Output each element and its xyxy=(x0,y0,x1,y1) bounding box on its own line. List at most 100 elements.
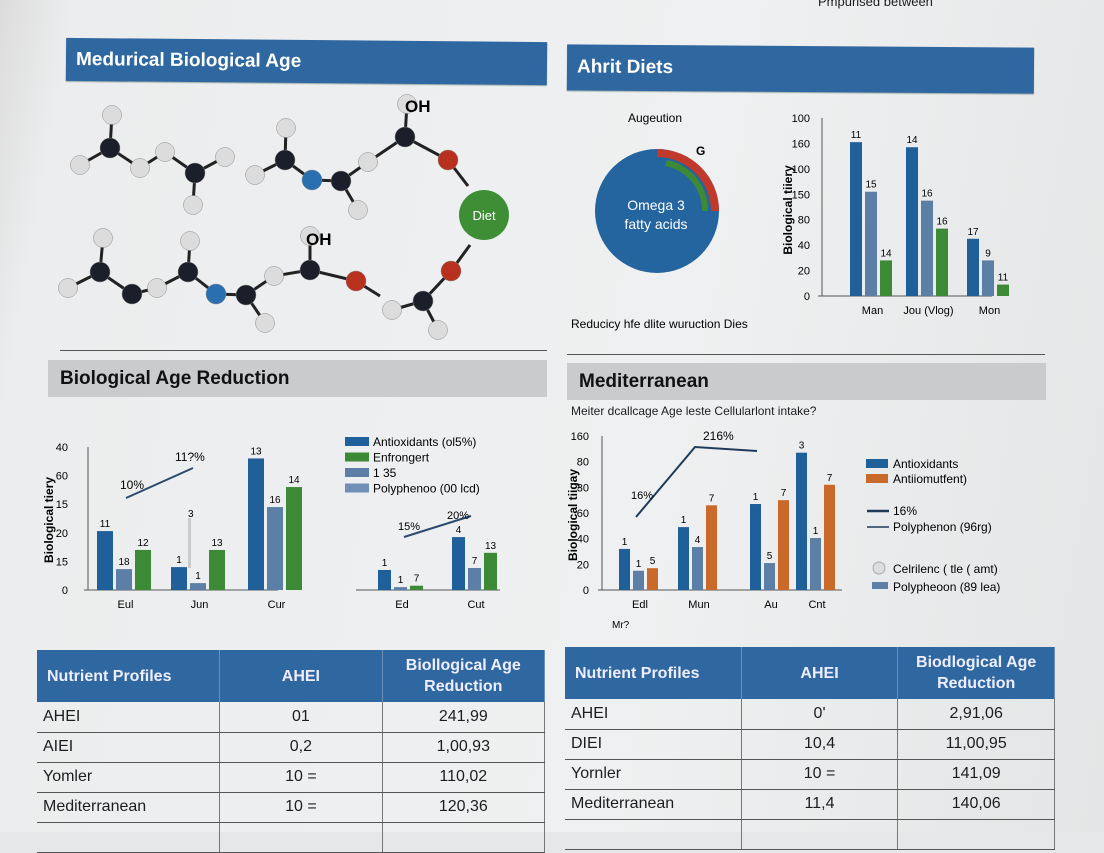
annotation: Mr? xyxy=(612,620,630,631)
table-cell: 140,06 xyxy=(897,789,1055,820)
bar xyxy=(286,487,302,590)
bar xyxy=(619,548,630,590)
legend-swatch xyxy=(345,468,369,477)
data-label: 1 xyxy=(195,571,201,582)
legend-label: Antioxidants (ol5%) xyxy=(373,435,476,449)
atom xyxy=(180,231,200,251)
data-label: 5 xyxy=(767,551,773,562)
data-label: 13 xyxy=(211,538,223,549)
y-tick-label: 30 xyxy=(577,482,589,494)
data-label: 11 xyxy=(851,130,862,141)
atom xyxy=(99,137,121,159)
data-label: 11 xyxy=(998,273,1009,284)
bar xyxy=(468,567,481,590)
table-cell: Yomler xyxy=(37,762,221,793)
atom xyxy=(330,170,352,192)
data-label: 14 xyxy=(880,248,892,259)
y-tick-label: 60 xyxy=(56,471,68,483)
y-tick-label: 60 xyxy=(577,508,589,520)
bar xyxy=(678,527,689,590)
bar xyxy=(967,238,979,296)
data-label: 7 xyxy=(472,556,478,567)
legend-label: Antiiomutfent) xyxy=(893,472,967,486)
y-tick-label: 0 xyxy=(62,585,68,597)
data-label: 13 xyxy=(250,446,262,457)
atom xyxy=(155,142,175,162)
y-tick-label: 40 xyxy=(56,442,68,454)
table-cell xyxy=(382,822,546,853)
data-label: 4 xyxy=(456,525,462,536)
data-label: 16 xyxy=(921,189,933,200)
bar xyxy=(880,260,892,296)
table-cell: 0,2 xyxy=(219,732,383,763)
atom xyxy=(348,200,368,220)
table-cell: Mediterranean xyxy=(565,789,742,820)
table-cell: 10 = xyxy=(219,762,383,793)
data-label: 3 xyxy=(799,441,805,452)
table-row: Yomler 10 = 110,02 xyxy=(37,762,546,793)
column-header: AHEI xyxy=(741,647,899,699)
data-label: 7 xyxy=(414,574,420,585)
atom xyxy=(93,228,113,248)
table-cell: AHEI xyxy=(37,702,221,733)
bar xyxy=(633,570,644,590)
top-cut-text: Pmpurised between xyxy=(818,0,933,9)
data-label: 17 xyxy=(967,227,979,238)
atom xyxy=(121,283,143,305)
y-tick-label: 20 xyxy=(577,559,589,571)
section-title-right: Mediterranean xyxy=(567,363,1046,400)
legend-label: Polypheoon (89 lea) xyxy=(893,580,1000,594)
table-cell: 110,02 xyxy=(382,762,546,793)
bar xyxy=(190,583,206,590)
bar xyxy=(452,537,465,590)
x-tick-label: Eul xyxy=(118,599,134,611)
table-cell: 10 = xyxy=(741,759,899,790)
atom xyxy=(215,147,235,167)
atom xyxy=(397,94,417,114)
legend-label: 16% xyxy=(893,504,917,518)
y-tick-label: 0 xyxy=(583,585,589,597)
data-label: 15 xyxy=(865,180,877,191)
atom xyxy=(394,126,416,148)
data-label: 7 xyxy=(827,473,833,484)
table-cell: 141,09 xyxy=(897,759,1055,790)
atom xyxy=(58,278,78,298)
table-cell xyxy=(219,822,383,853)
atom xyxy=(130,158,150,178)
y-tick-label: 150 xyxy=(792,189,810,201)
x-tick-label: Jun xyxy=(191,599,209,611)
pie-mark: G xyxy=(696,144,705,158)
annotation: 3 xyxy=(188,509,194,520)
data-label: 1 xyxy=(753,492,759,503)
column-header: Biodlogical Age Reduction xyxy=(897,647,1055,699)
atom xyxy=(147,278,167,298)
table-cell: 10 = xyxy=(219,792,383,823)
x-tick-label: Mon xyxy=(979,305,1000,317)
atom xyxy=(102,105,122,125)
bar xyxy=(824,484,835,590)
y-tick-label: 160 xyxy=(792,138,810,150)
data-label: 1 xyxy=(681,515,687,526)
bar xyxy=(248,458,264,590)
bar xyxy=(692,547,703,590)
y-tick-label: 0 xyxy=(804,291,810,303)
bar xyxy=(764,563,775,590)
atom xyxy=(89,261,111,283)
atom xyxy=(264,266,284,286)
bar xyxy=(135,549,151,590)
x-tick-label: Cut xyxy=(467,599,484,611)
table-cell: Yornler xyxy=(565,759,742,790)
atom xyxy=(274,149,296,171)
pie-center-line2: fatty acids xyxy=(624,216,687,232)
atom xyxy=(70,155,90,175)
highlight-bar xyxy=(188,518,191,568)
x-tick-label: Mun xyxy=(688,599,709,611)
table-cell: 11,4 xyxy=(741,789,899,820)
bar xyxy=(647,568,658,590)
divider xyxy=(60,350,547,351)
atom xyxy=(437,149,459,171)
data-label: 1 xyxy=(176,555,182,566)
